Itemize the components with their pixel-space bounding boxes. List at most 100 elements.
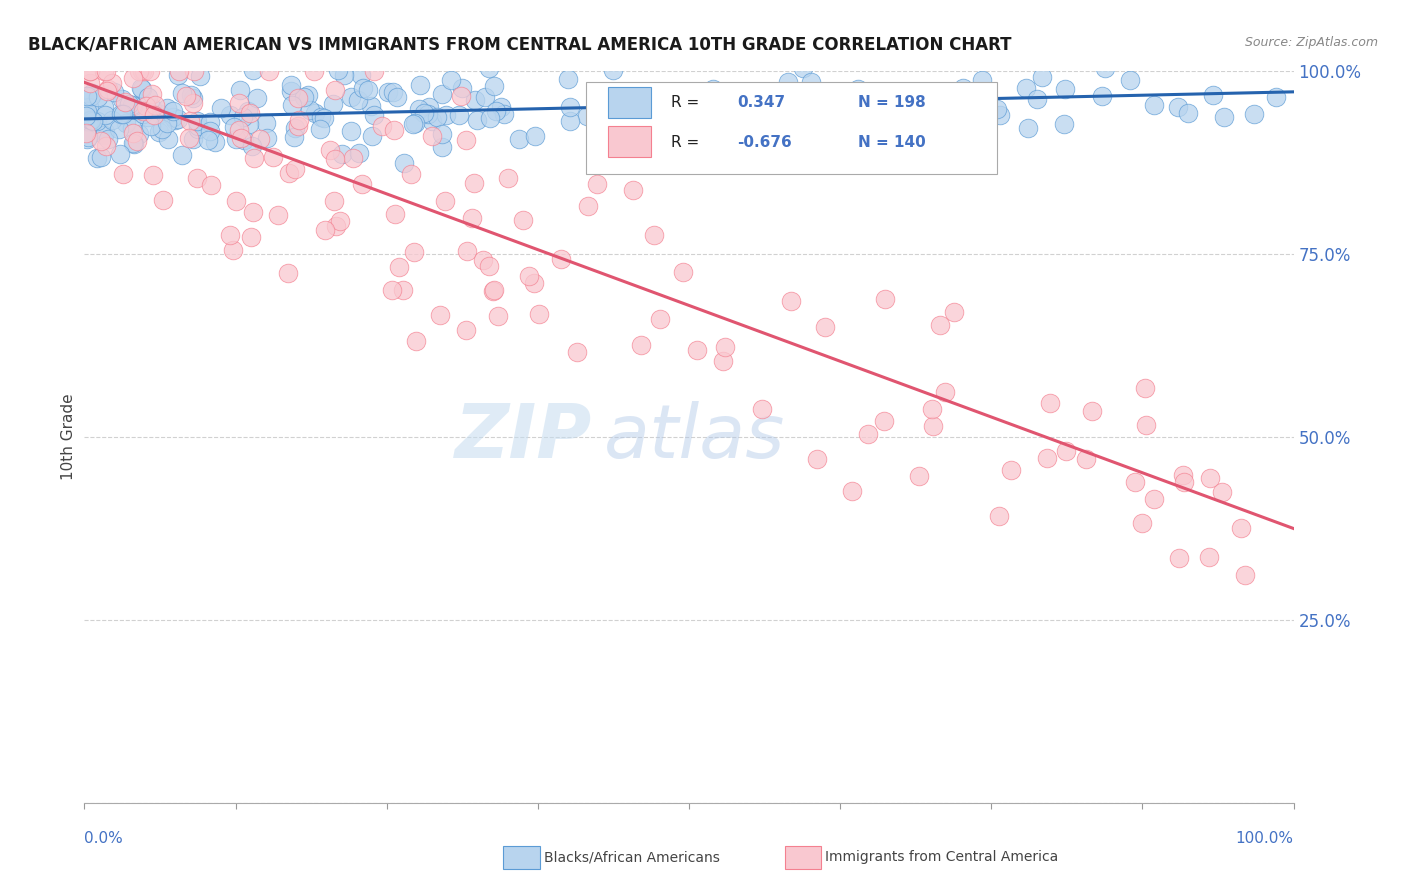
Point [162, 104, 184, 119]
Text: R =: R = [671, 95, 699, 111]
Point [363, 108, 385, 122]
Point [267, 208, 290, 222]
Text: -0.676: -0.676 [737, 135, 792, 150]
Point [942, 304, 965, 318]
Point [404, 245, 426, 260]
Point [128, 128, 150, 142]
Point [200, 178, 222, 193]
Point [433, 194, 456, 209]
Point [187, 119, 209, 133]
Point [141, 87, 163, 102]
Point [392, 156, 415, 170]
Point [1135, 418, 1157, 433]
Point [912, 91, 935, 105]
Point [156, 116, 179, 130]
Point [94, 64, 117, 78]
Point [110, 106, 132, 120]
Point [277, 266, 299, 280]
Point [856, 108, 879, 122]
Text: Immigrants from Central America: Immigrants from Central America [825, 850, 1059, 864]
Point [741, 94, 763, 108]
Point [602, 62, 624, 77]
Point [413, 106, 436, 120]
Text: R =: R = [671, 135, 699, 150]
Point [136, 110, 159, 124]
Point [256, 131, 278, 145]
Point [121, 120, 143, 135]
Point [382, 123, 405, 137]
Point [204, 136, 226, 150]
Point [82, 114, 104, 128]
Point [737, 102, 759, 116]
Point [350, 177, 373, 191]
Point [800, 75, 823, 89]
Point [186, 170, 208, 185]
Point [132, 103, 155, 118]
Point [461, 211, 484, 225]
Point [928, 318, 950, 332]
Point [167, 112, 190, 126]
Y-axis label: 10th Grade: 10th Grade [60, 393, 76, 481]
Point [124, 137, 146, 152]
Point [222, 244, 245, 258]
Point [425, 110, 447, 124]
Point [841, 484, 863, 499]
Point [643, 227, 665, 242]
Point [352, 80, 374, 95]
Point [1143, 98, 1166, 112]
Point [482, 79, 505, 94]
Point [180, 87, 202, 102]
Point [323, 83, 346, 97]
Point [557, 71, 579, 86]
Point [576, 109, 599, 123]
Point [357, 83, 380, 97]
Point [254, 116, 277, 130]
Point [420, 114, 443, 128]
Point [1054, 82, 1077, 96]
Point [471, 253, 494, 268]
Point [780, 294, 803, 309]
Point [1000, 463, 1022, 477]
Point [512, 213, 534, 227]
Point [454, 133, 477, 147]
Point [131, 82, 153, 96]
Point [456, 323, 478, 337]
Point [73, 105, 96, 120]
Point [174, 88, 197, 103]
Point [340, 124, 363, 138]
Point [523, 277, 546, 291]
Point [934, 384, 956, 399]
Point [523, 128, 546, 143]
Point [222, 120, 245, 134]
Point [1177, 106, 1199, 120]
Point [75, 126, 97, 140]
Point [792, 61, 814, 75]
Point [148, 125, 170, 139]
Point [149, 107, 172, 121]
Point [302, 64, 325, 78]
Point [387, 90, 409, 104]
Point [198, 115, 221, 129]
Point [329, 214, 352, 228]
Point [242, 139, 264, 153]
Point [405, 334, 427, 348]
Point [420, 129, 443, 144]
Point [93, 128, 115, 143]
Point [360, 98, 382, 112]
Point [257, 64, 280, 78]
Point [1123, 475, 1146, 490]
Point [238, 117, 260, 131]
Point [132, 107, 155, 121]
Point [90, 135, 112, 149]
Point [136, 90, 159, 104]
Point [972, 95, 994, 110]
Point [142, 168, 165, 182]
Point [388, 260, 411, 275]
FancyBboxPatch shape [607, 87, 651, 118]
Point [751, 401, 773, 416]
Point [108, 121, 131, 136]
Point [143, 108, 166, 122]
Point [1173, 467, 1195, 482]
Point [702, 82, 724, 96]
Point [87, 90, 110, 104]
